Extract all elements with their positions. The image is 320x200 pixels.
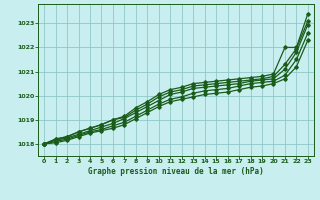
X-axis label: Graphe pression niveau de la mer (hPa): Graphe pression niveau de la mer (hPa) xyxy=(88,167,264,176)
